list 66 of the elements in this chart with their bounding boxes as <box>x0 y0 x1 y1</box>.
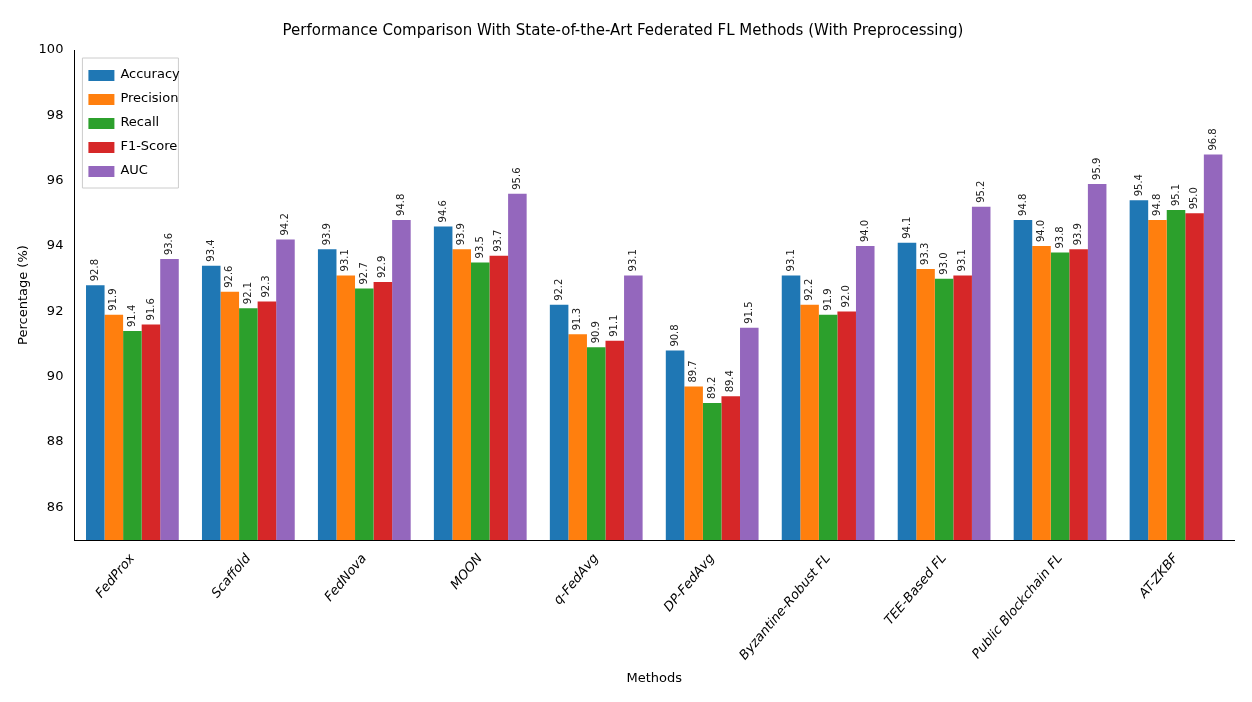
data-label: 96.8 <box>1206 128 1218 151</box>
data-label: 92.6 <box>223 265 235 288</box>
data-label: 91.4 <box>125 304 137 327</box>
x-axis-title: Methods <box>626 669 683 685</box>
data-label: 94.8 <box>1151 193 1163 216</box>
y-tick-label: 98 <box>46 106 64 122</box>
data-label: 92.1 <box>241 281 253 305</box>
data-label: 93.5 <box>473 236 485 259</box>
data-label: 94.2 <box>279 213 291 236</box>
legend-label: F1-Score <box>120 138 178 154</box>
y-tick-label: 88 <box>46 433 64 449</box>
data-label: 93.1 <box>956 249 968 272</box>
data-label: 89.4 <box>724 370 736 393</box>
data-label: 95.9 <box>1090 157 1102 180</box>
data-label: 93.9 <box>1072 223 1084 246</box>
data-label: 94.8 <box>1016 193 1028 216</box>
data-label: 93.0 <box>937 252 949 275</box>
legend-label: Accuracy <box>120 66 181 82</box>
data-label: 93.1 <box>626 249 638 272</box>
data-label: 94.0 <box>858 219 870 243</box>
y-tick-label: 100 <box>38 41 64 57</box>
data-label: 90.8 <box>668 324 680 347</box>
data-label: 92.3 <box>260 275 272 298</box>
data-label: 95.2 <box>974 180 986 203</box>
y-tick-label: 94 <box>46 237 64 253</box>
data-label: 91.9 <box>821 288 833 311</box>
data-label: 93.9 <box>455 223 467 246</box>
y-tick-label: 90 <box>46 368 64 384</box>
data-label: 91.3 <box>571 308 583 331</box>
data-label: 95.0 <box>1188 187 1200 210</box>
data-label: 94.8 <box>395 193 407 216</box>
data-label: 89.7 <box>687 360 699 383</box>
data-label: 92.8 <box>88 258 100 282</box>
data-label: 93.3 <box>919 242 931 265</box>
data-label: 92.0 <box>840 285 852 308</box>
data-label: 94.1 <box>900 216 912 239</box>
data-label: 93.1 <box>784 249 796 272</box>
data-label: 91.1 <box>608 314 620 337</box>
legend-label: Precision <box>120 90 179 106</box>
data-label: 92.2 <box>552 278 564 301</box>
data-label: 93.4 <box>204 239 216 262</box>
data-label: 89.2 <box>705 376 717 399</box>
data-label: 91.5 <box>742 301 754 324</box>
data-label: 95.6 <box>510 167 522 190</box>
data-label: 94.6 <box>436 200 448 223</box>
y-tick-label: 86 <box>46 498 64 514</box>
data-label: 93.9 <box>320 223 332 246</box>
data-label: 92.2 <box>803 278 815 301</box>
legend-label: Recall <box>120 114 160 130</box>
chart-title: Performance Comparison With State-of-the-Art Federated FL Methods (With Preprocessing) <box>282 20 964 39</box>
data-label: 93.7 <box>492 229 504 252</box>
legend-label: AUC <box>120 162 148 178</box>
data-label: 93.1 <box>339 249 351 272</box>
y-axis-title: Percentage (%) <box>15 245 31 345</box>
data-label: 93.8 <box>1053 226 1065 249</box>
data-label: 95.4 <box>1132 174 1144 197</box>
data-label: 91.9 <box>107 288 119 311</box>
data-label: 94.0 <box>1035 219 1047 243</box>
data-label: 93.6 <box>163 232 175 256</box>
data-label: 90.9 <box>589 321 601 344</box>
data-label: 91.6 <box>144 298 156 321</box>
data-label: 92.7 <box>357 262 369 285</box>
y-tick-label: 96 <box>46 172 64 188</box>
y-tick-label: 92 <box>46 302 64 318</box>
data-label: 92.9 <box>376 255 388 278</box>
data-label: 95.1 <box>1169 183 1181 207</box>
